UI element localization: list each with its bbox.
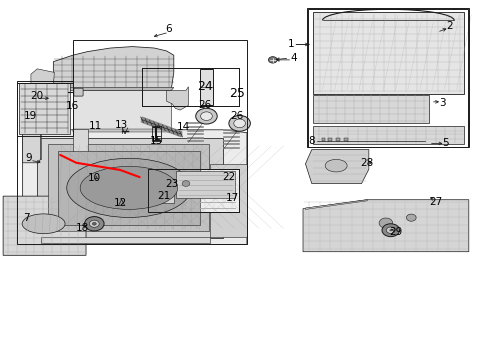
Ellipse shape bbox=[22, 214, 65, 234]
FancyBboxPatch shape bbox=[335, 138, 339, 141]
Polygon shape bbox=[48, 144, 209, 231]
FancyBboxPatch shape bbox=[344, 138, 347, 141]
Ellipse shape bbox=[67, 158, 191, 217]
Text: 16: 16 bbox=[66, 102, 80, 112]
Text: 4: 4 bbox=[289, 53, 296, 63]
Text: 2: 2 bbox=[445, 21, 452, 31]
Text: 24: 24 bbox=[196, 80, 212, 93]
Circle shape bbox=[268, 57, 277, 63]
Circle shape bbox=[92, 222, 96, 225]
Polygon shape bbox=[166, 87, 188, 110]
Text: 1: 1 bbox=[287, 40, 294, 49]
Polygon shape bbox=[73, 129, 171, 132]
Text: 29: 29 bbox=[388, 227, 402, 237]
Circle shape bbox=[195, 108, 217, 124]
Polygon shape bbox=[53, 46, 173, 89]
Polygon shape bbox=[305, 149, 368, 184]
Polygon shape bbox=[73, 90, 171, 130]
Circle shape bbox=[386, 227, 394, 233]
Text: 13: 13 bbox=[115, 121, 128, 130]
Text: 18: 18 bbox=[76, 224, 89, 233]
Circle shape bbox=[228, 116, 250, 131]
Ellipse shape bbox=[325, 159, 346, 172]
Polygon shape bbox=[305, 200, 366, 210]
Polygon shape bbox=[19, 83, 70, 134]
Polygon shape bbox=[312, 126, 463, 144]
Polygon shape bbox=[152, 192, 173, 203]
Text: 25: 25 bbox=[229, 87, 244, 100]
Polygon shape bbox=[3, 196, 86, 255]
Circle shape bbox=[182, 181, 189, 186]
Text: 3: 3 bbox=[438, 98, 445, 108]
Polygon shape bbox=[87, 173, 107, 183]
Text: 5: 5 bbox=[441, 139, 448, 148]
Polygon shape bbox=[37, 138, 222, 238]
Text: 23: 23 bbox=[165, 179, 179, 189]
Text: 28: 28 bbox=[359, 158, 372, 168]
Polygon shape bbox=[303, 200, 468, 252]
Text: 11: 11 bbox=[89, 121, 102, 131]
Text: 8: 8 bbox=[308, 136, 314, 145]
Polygon shape bbox=[312, 12, 463, 94]
Polygon shape bbox=[41, 237, 210, 243]
Circle shape bbox=[381, 224, 399, 237]
Text: 9: 9 bbox=[25, 153, 32, 163]
Polygon shape bbox=[73, 129, 88, 159]
FancyBboxPatch shape bbox=[328, 138, 331, 141]
Ellipse shape bbox=[80, 166, 177, 210]
Polygon shape bbox=[148, 168, 238, 212]
Text: 26: 26 bbox=[198, 100, 211, 110]
Text: 27: 27 bbox=[428, 197, 441, 207]
Text: 26: 26 bbox=[230, 111, 244, 121]
Circle shape bbox=[233, 119, 245, 128]
Polygon shape bbox=[58, 150, 199, 225]
Text: 22: 22 bbox=[222, 172, 235, 182]
Polygon shape bbox=[22, 131, 41, 163]
Text: 19: 19 bbox=[23, 111, 37, 121]
Text: 14: 14 bbox=[177, 122, 190, 132]
Polygon shape bbox=[22, 130, 246, 244]
Text: 10: 10 bbox=[87, 173, 101, 183]
FancyBboxPatch shape bbox=[74, 88, 83, 96]
Circle shape bbox=[200, 112, 212, 121]
Circle shape bbox=[406, 214, 415, 221]
Polygon shape bbox=[210, 164, 246, 237]
Text: 20: 20 bbox=[31, 91, 44, 101]
Text: 12: 12 bbox=[113, 198, 126, 208]
Circle shape bbox=[388, 229, 391, 231]
Circle shape bbox=[84, 217, 104, 231]
Polygon shape bbox=[22, 131, 41, 159]
Circle shape bbox=[89, 220, 99, 227]
Text: 21: 21 bbox=[157, 191, 170, 201]
Circle shape bbox=[378, 218, 392, 228]
Text: 6: 6 bbox=[165, 24, 172, 35]
Text: 7: 7 bbox=[22, 213, 29, 222]
FancyBboxPatch shape bbox=[321, 138, 325, 141]
Text: 17: 17 bbox=[225, 193, 239, 203]
Polygon shape bbox=[199, 69, 212, 105]
Polygon shape bbox=[176, 171, 234, 198]
Polygon shape bbox=[31, 69, 54, 90]
Text: 15: 15 bbox=[150, 136, 163, 146]
Polygon shape bbox=[53, 87, 173, 90]
Polygon shape bbox=[312, 95, 428, 123]
